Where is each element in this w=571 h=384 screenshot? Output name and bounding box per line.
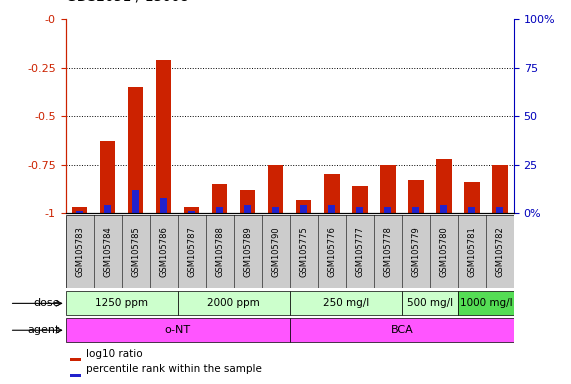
Bar <box>240 190 255 213</box>
Bar <box>66 318 289 343</box>
Bar <box>496 207 504 213</box>
Text: log10 ratio: log10 ratio <box>86 349 142 359</box>
Bar <box>412 207 419 213</box>
Text: GSM105781: GSM105781 <box>468 226 476 277</box>
Text: 250 mg/l: 250 mg/l <box>323 298 369 308</box>
Bar <box>70 374 81 377</box>
Text: GSM105776: GSM105776 <box>327 226 336 277</box>
Bar <box>76 211 83 213</box>
Text: percentile rank within the sample: percentile rank within the sample <box>86 364 262 374</box>
Bar <box>160 198 167 213</box>
Text: GSM105787: GSM105787 <box>187 226 196 277</box>
Text: 1250 ppm: 1250 ppm <box>95 298 148 308</box>
Text: BCA: BCA <box>391 325 413 335</box>
Text: agent: agent <box>27 325 60 335</box>
Bar <box>178 291 289 316</box>
Text: GSM105788: GSM105788 <box>215 226 224 277</box>
Text: 500 mg/l: 500 mg/l <box>407 298 453 308</box>
Text: GSM105786: GSM105786 <box>159 226 168 277</box>
Bar <box>216 207 223 213</box>
Text: GSM105775: GSM105775 <box>299 226 308 277</box>
Bar <box>188 211 195 213</box>
Bar <box>290 291 402 316</box>
Bar <box>268 165 283 213</box>
Bar <box>458 291 514 316</box>
Bar <box>212 184 227 213</box>
Bar <box>72 207 87 213</box>
Text: GSM105779: GSM105779 <box>411 226 420 277</box>
Text: 2000 ppm: 2000 ppm <box>207 298 260 308</box>
Text: GSM105777: GSM105777 <box>355 226 364 277</box>
Bar <box>324 174 340 213</box>
Bar <box>290 318 514 343</box>
Bar <box>156 60 171 213</box>
Text: GSM105780: GSM105780 <box>439 226 448 277</box>
Text: GSM105785: GSM105785 <box>131 226 140 277</box>
Text: GSM105784: GSM105784 <box>103 226 112 277</box>
Bar <box>356 207 363 213</box>
Text: GDS2051 / 13008: GDS2051 / 13008 <box>66 0 188 4</box>
Bar <box>184 207 199 213</box>
Bar <box>100 141 115 213</box>
Bar <box>402 291 458 316</box>
Bar <box>384 207 391 213</box>
Bar <box>300 205 307 213</box>
Bar <box>244 205 251 213</box>
Bar <box>128 87 143 213</box>
Text: dose: dose <box>34 298 60 308</box>
Text: 1000 mg/l: 1000 mg/l <box>460 298 512 308</box>
Bar <box>440 205 447 213</box>
Bar <box>464 182 480 213</box>
Bar <box>352 186 368 213</box>
Text: GSM105782: GSM105782 <box>496 226 504 277</box>
Bar <box>272 207 279 213</box>
Text: GSM105778: GSM105778 <box>383 226 392 277</box>
Text: GSM105789: GSM105789 <box>243 226 252 277</box>
Bar <box>408 180 424 213</box>
Bar <box>436 159 452 213</box>
Text: o-NT: o-NT <box>164 325 191 335</box>
Bar <box>104 205 111 213</box>
Bar <box>468 207 476 213</box>
Bar <box>492 165 508 213</box>
Bar <box>296 200 312 213</box>
Bar <box>70 358 81 361</box>
Bar <box>66 291 178 316</box>
Text: GSM105783: GSM105783 <box>75 226 84 277</box>
Text: GSM105790: GSM105790 <box>271 226 280 277</box>
Bar <box>328 205 335 213</box>
Bar <box>132 190 139 213</box>
Bar <box>380 165 396 213</box>
